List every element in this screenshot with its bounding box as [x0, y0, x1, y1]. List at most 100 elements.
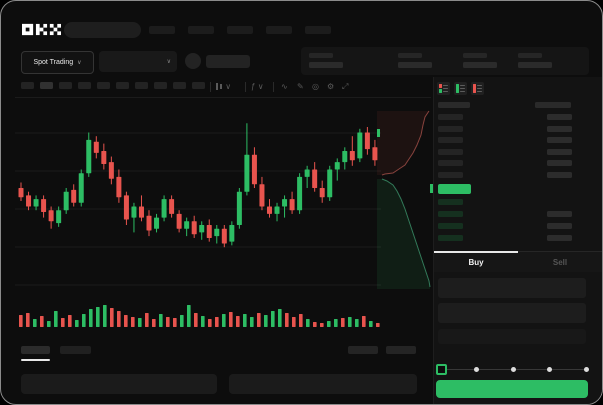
nav-item-placeholder[interactable]	[227, 26, 253, 34]
top-nav	[149, 26, 331, 34]
interval-button[interactable]	[59, 82, 72, 89]
overlay-line-button[interactable]: ∿	[281, 80, 288, 94]
stat-value-placeholder	[463, 62, 497, 68]
ask-price-placeholder[interactable]	[438, 137, 463, 144]
chart-type-icon	[219, 84, 222, 90]
trade-tabs: Buy Sell	[434, 251, 602, 272]
bottom-action-placeholder[interactable]	[386, 346, 416, 354]
bottom-tab-placeholder[interactable]	[60, 346, 91, 354]
ask-price-placeholder[interactable]	[438, 172, 463, 178]
interval-button[interactable]	[173, 82, 186, 89]
chart-settings-button[interactable]: ⚙	[327, 80, 334, 94]
stat-value-placeholder	[518, 62, 552, 68]
bottom-action-placeholder[interactable]	[348, 346, 378, 354]
slider-stop-dot[interactable]	[474, 367, 479, 372]
slider-stop-dot[interactable]	[583, 367, 589, 372]
depth-fill	[455, 84, 459, 93]
line	[460, 90, 466, 93]
depth-column	[438, 84, 442, 93]
line	[443, 87, 449, 90]
bid-price-placeholder[interactable]	[438, 235, 463, 241]
ask-amount-placeholder[interactable]	[547, 125, 572, 132]
pencil-icon: ✎	[297, 82, 304, 91]
line	[477, 87, 483, 90]
bottom-tab-placeholder[interactable]	[21, 346, 50, 354]
percent-slider-handle[interactable]	[436, 364, 447, 375]
ask-price-placeholder[interactable]	[438, 148, 463, 155]
ask-price-placeholder[interactable]	[438, 125, 463, 132]
bid-half	[438, 89, 442, 93]
market-type-selector[interactable]: Spot Trading ∨	[21, 51, 94, 74]
stat-label-placeholder	[398, 53, 422, 58]
ask-price-placeholder[interactable]	[438, 160, 463, 167]
chart-toolbar: ∨ ƒ ∨ ∿ ✎ ◎ ⚙ ⤢	[15, 80, 431, 98]
ask-amount-placeholder[interactable]	[547, 114, 572, 120]
depth-column	[455, 84, 459, 93]
interval-button[interactable]	[21, 82, 34, 89]
interval-button[interactable]	[97, 82, 110, 89]
search-input[interactable]	[64, 22, 141, 38]
chevron-down-icon: ∨	[225, 82, 232, 91]
chart-type-icon	[216, 83, 218, 91]
nav-item-placeholder[interactable]	[266, 26, 292, 34]
interval-button[interactable]	[154, 82, 167, 89]
orderbook-view-buys-icon[interactable]	[454, 82, 467, 95]
nav-item-placeholder[interactable]	[149, 26, 175, 34]
bid-amount-placeholder[interactable]	[547, 211, 572, 217]
interval-button[interactable]	[40, 82, 53, 89]
interval-button[interactable]	[116, 82, 129, 89]
nav-item-placeholder[interactable]	[188, 26, 214, 34]
price-field[interactable]	[438, 278, 586, 298]
amount-field[interactable]	[438, 303, 586, 323]
total-field[interactable]	[438, 329, 586, 344]
line	[443, 90, 449, 93]
slider-stop-dot[interactable]	[510, 367, 516, 372]
buy-submit-button[interactable]	[436, 380, 588, 398]
okx-logo[interactable]: OKX	[22, 23, 61, 41]
nav-item-placeholder[interactable]	[305, 26, 331, 34]
ask-half	[438, 84, 442, 88]
orderbook-amount-header	[535, 102, 571, 108]
orderbook-view-combined-icon[interactable]	[437, 82, 450, 95]
orderbook-view-sells-icon[interactable]	[471, 82, 484, 95]
market-stats-strip	[301, 47, 589, 75]
bid-price-placeholder[interactable]	[438, 199, 463, 205]
fullscreen-button[interactable]: ⤢	[342, 80, 348, 94]
indicator-icon: ƒ	[251, 82, 256, 91]
wave-icon: ∿	[281, 82, 288, 91]
bid-price-placeholder[interactable]	[438, 223, 463, 229]
tab-buy[interactable]: Buy	[434, 252, 518, 272]
ask-price-placeholder[interactable]	[438, 114, 463, 120]
chevron-down-icon: ∨	[77, 60, 82, 66]
line	[477, 84, 483, 87]
bid-amount-placeholder[interactable]	[547, 235, 572, 241]
indicators-button[interactable]: ƒ ∨	[251, 80, 264, 94]
ask-amount-placeholder[interactable]	[547, 172, 572, 178]
depth-chart[interactable]	[377, 97, 433, 293]
stat-value-placeholder	[398, 62, 432, 68]
ask-amount-placeholder[interactable]	[547, 160, 572, 167]
ask-amount-placeholder[interactable]	[547, 148, 572, 155]
interval-button[interactable]	[192, 82, 205, 89]
interval-button[interactable]	[78, 82, 91, 89]
history-panel-placeholder	[229, 374, 417, 394]
volume-chart[interactable]	[15, 297, 381, 329]
bid-amount-placeholder[interactable]	[547, 223, 572, 229]
row-lines	[477, 84, 483, 93]
interval-button[interactable]	[135, 82, 148, 89]
bid-price-placeholder[interactable]	[438, 211, 463, 217]
stat-label-placeholder	[463, 53, 487, 58]
sell-tab-label: Sell	[552, 257, 568, 267]
ask-amount-placeholder[interactable]	[547, 137, 572, 144]
tab-sell[interactable]: Sell	[518, 252, 602, 272]
chart-type-button[interactable]: ∨	[216, 80, 231, 94]
screenshot-button[interactable]: ◎	[312, 80, 319, 94]
draw-button[interactable]: ✎	[297, 80, 304, 94]
slider-stop-dot[interactable]	[547, 367, 552, 372]
stat-label-placeholder	[309, 53, 333, 58]
last-price-indicator[interactable]	[438, 184, 471, 194]
candlestick-chart[interactable]	[15, 106, 381, 301]
pair-selector[interactable]: ∨	[99, 51, 177, 72]
